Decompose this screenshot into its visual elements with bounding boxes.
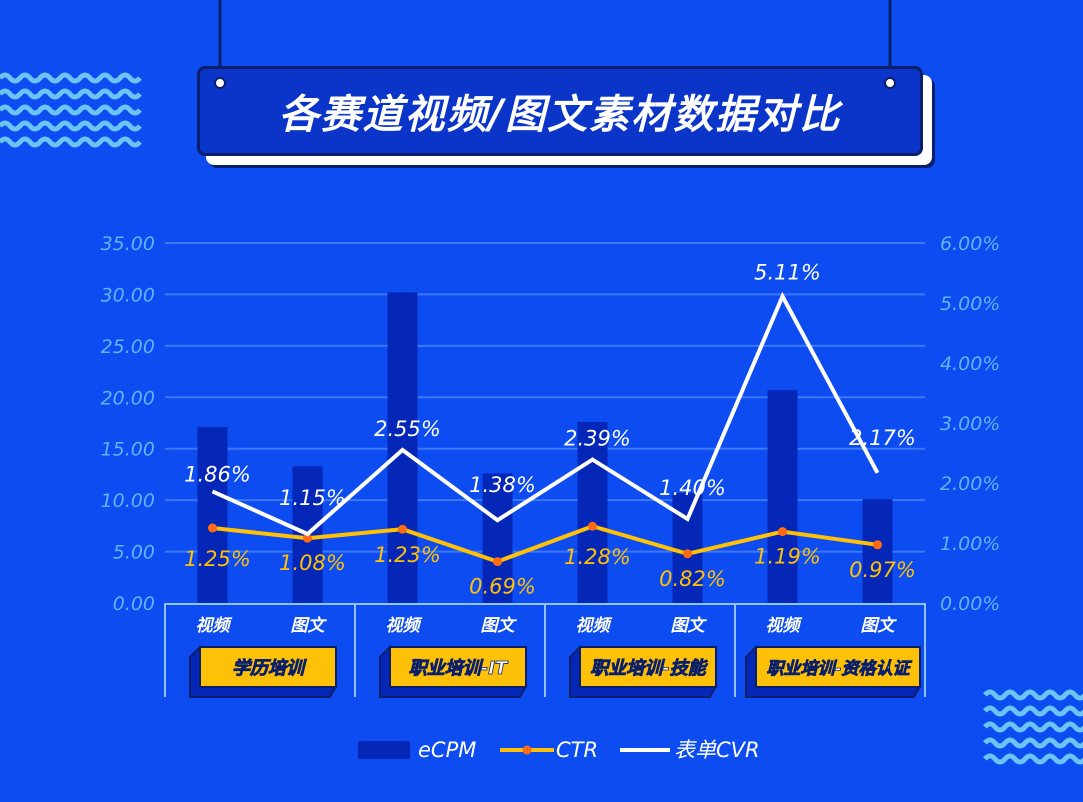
bar-ecpm [577, 421, 608, 603]
wave-line [983, 705, 1083, 717]
x-tick-label: 图文 [861, 616, 898, 636]
data-label: 1.28% [564, 545, 631, 569]
group-label: 职业培训-IT [409, 658, 509, 679]
right-tick-label: 5.00% [940, 293, 1000, 315]
x-tick-label: 图文 [291, 616, 328, 636]
legend-cvr-label: 表单CVR [674, 738, 760, 762]
left-tick-label: 35.00 [101, 233, 155, 255]
wave-line [0, 120, 142, 132]
wave-line [983, 737, 1083, 749]
group-label-box [199, 646, 337, 688]
wave-line [0, 104, 142, 116]
data-label: 5.11% [754, 260, 821, 284]
right-tick-label: 3.00% [940, 413, 1000, 435]
ctr-marker [303, 533, 312, 543]
x-tick-label: 视频 [196, 616, 233, 636]
title-banner: 各赛道视频/图文素材数据对比 [197, 66, 923, 156]
bar-ecpm [197, 427, 228, 603]
ctr-marker [588, 521, 597, 531]
bar-ecpm [482, 473, 513, 603]
group-label-box [579, 646, 717, 688]
data-label: 0.69% [469, 575, 536, 599]
data-label: 1.23% [374, 543, 441, 567]
legend-ctr-marker [522, 745, 532, 755]
line-cvr [211, 291, 880, 537]
wave-line [0, 136, 142, 148]
data-label: 0.97% [849, 558, 916, 582]
chart-title: 各赛道视频/图文素材数据对比 [278, 92, 842, 138]
right-tick-label: 1.00% [940, 533, 1000, 555]
x-tick-label: 视频 [766, 616, 803, 636]
x-tick-label: 视频 [576, 616, 613, 636]
ctr-marker [683, 549, 692, 559]
group-label-box [389, 646, 527, 688]
bar-ecpm [862, 499, 893, 603]
wave-line [0, 72, 142, 84]
ctr-marker [208, 523, 217, 533]
legend-ecpm-label: eCPM [418, 738, 476, 762]
group-label: 职业培训-资格认证 [766, 659, 912, 679]
data-label: 0.82% [659, 567, 726, 591]
wave-line [983, 689, 1083, 701]
data-label: 1.15% [279, 486, 346, 510]
right-tick-label: 6.00% [940, 233, 1000, 255]
left-tick-label: 20.00 [101, 387, 155, 409]
ctr-marker [778, 527, 787, 537]
data-label: 1.25% [184, 547, 251, 571]
wave-line [0, 88, 142, 100]
x-tick-label: 视频 [386, 616, 423, 636]
legend-ecpm-swatch [358, 741, 410, 759]
line-ctr [212, 524, 878, 564]
data-label: 1.38% [469, 473, 536, 497]
right-tick-label: 0.00% [940, 593, 1000, 615]
left-tick-label: 10.00 [101, 490, 155, 512]
left-tick-label: 25.00 [101, 336, 155, 358]
ctr-marker [493, 557, 502, 567]
wave-line [983, 753, 1083, 765]
data-label: 1.08% [279, 551, 346, 575]
data-label: 1.40% [659, 476, 726, 500]
wave-decoration-top-left [0, 72, 142, 148]
data-label: 2.39% [564, 427, 631, 451]
ctr-marker [398, 524, 407, 534]
left-tick-label: 5.00 [113, 542, 155, 564]
group-label: 职业培训-技能 [590, 658, 708, 679]
x-tick-label: 图文 [481, 616, 518, 636]
right-tick-label: 4.00% [940, 353, 1000, 375]
x-tick-label: 图文 [671, 616, 708, 636]
left-tick-label: 0.00 [113, 593, 155, 615]
data-label: 2.55% [374, 417, 441, 441]
wave-decoration-bottom-right [983, 689, 1083, 765]
wave-line [983, 721, 1083, 733]
right-tick-label: 2.00% [940, 473, 1000, 495]
data-label: 2.17% [849, 426, 916, 450]
group-label: 学历培训 [232, 658, 307, 679]
ctr-marker [873, 540, 882, 550]
left-tick-label: 30.00 [101, 284, 155, 306]
bar-ecpm [767, 390, 798, 603]
data-label: 1.19% [754, 545, 821, 569]
data-label: 1.86% [184, 462, 251, 486]
left-tick-label: 15.00 [101, 439, 155, 461]
legend-ctr-label: CTR [556, 738, 598, 762]
group-label-box [755, 646, 921, 688]
